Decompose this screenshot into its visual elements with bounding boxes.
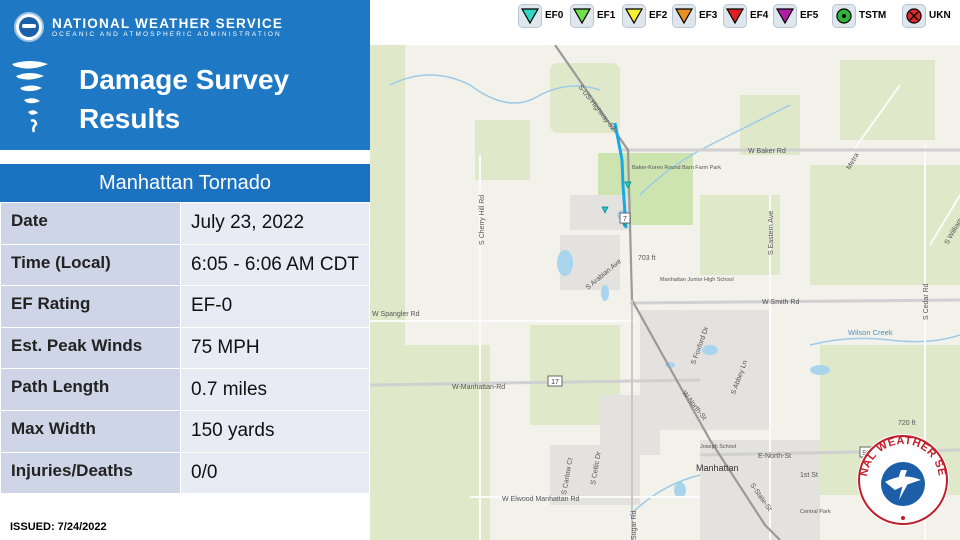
info-row: Time (Local) 6:05 - 6:06 AM CDT (1, 244, 369, 287)
label-sugar-rd: Sugar Rd (631, 510, 638, 540)
info-value: 150 yards (180, 410, 369, 453)
triangle-down-icon (773, 4, 797, 28)
info-value: 75 MPH (180, 327, 369, 370)
triangle-down-icon (723, 4, 747, 28)
tornado-track (613, 122, 628, 229)
label-elev-720: 720 ft (898, 420, 916, 427)
label-smith-rd: W Smith Rd (762, 299, 799, 306)
triangle-down-icon (622, 4, 646, 28)
label-baker-rd: W Baker Rd (748, 148, 786, 155)
event-name: Manhattan Tornado (0, 164, 370, 202)
legend-label: UKN (929, 10, 951, 21)
label-cedar-rd: S Cedar Rd (923, 283, 930, 320)
info-value: 6:05 - 6:06 AM CDT (180, 244, 369, 287)
circle-dot-icon (832, 4, 856, 28)
triangle-down-icon (570, 4, 594, 28)
info-label: Est. Peak Winds (1, 327, 181, 370)
info-label: Time (Local) (1, 244, 181, 287)
info-row: Date July 23, 2022 (1, 203, 369, 245)
info-value: 0.7 miles (180, 368, 369, 411)
info-value: 0/0 (180, 452, 369, 495)
agency-name: NATIONAL WEATHER SERVICE (52, 16, 284, 31)
triangle-down-icon (518, 4, 542, 28)
circle-x-icon (902, 4, 926, 28)
info-row: EF Rating EF-0 (1, 285, 369, 328)
label-north-st: E-North-St (758, 453, 791, 460)
route-17-shield: 17 (547, 375, 563, 387)
label-elev-703: 703 ft (638, 255, 656, 262)
legend-label: EF1 (597, 10, 616, 21)
info-label: Path Length (1, 368, 181, 411)
info-panel: NATIONAL WEATHER SERVICE OCEANIC AND ATM… (0, 0, 370, 540)
legend-label: EF3 (699, 10, 718, 21)
legend-label: EF4 (750, 10, 769, 21)
title-line-1: Damage Survey (79, 64, 290, 95)
label-joseph-school: Joseph School (700, 444, 736, 450)
info-value: EF-0 (180, 285, 369, 328)
label-elwood-rd: W Elwood Manhattan Rd (502, 496, 580, 503)
label-cherry-hill: S Cherry Hill Rd (479, 195, 486, 245)
page-title: Damage Survey Results (79, 60, 289, 138)
legend-label: TSTM (859, 10, 887, 21)
route-7-shield: 7 (619, 212, 631, 224)
title-line-2: Results (79, 103, 181, 134)
residential-areas (550, 195, 820, 540)
info-label: EF Rating (1, 285, 181, 328)
info-row: Path Length 0.7 miles (1, 368, 369, 411)
header-banner: NATIONAL WEATHER SERVICE OCEANIC AND ATM… (0, 0, 370, 150)
info-label: Max Width (1, 410, 181, 453)
nws-seal-icon: NATIONAL WEATHER SERVICE (855, 432, 949, 526)
triangle-down-icon (672, 4, 696, 28)
legend-label: EF2 (649, 10, 668, 21)
info-row: Injuries/Deaths 0/0 (1, 452, 369, 495)
svg-text:17: 17 (551, 379, 559, 386)
info-label: Injuries/Deaths (1, 452, 181, 495)
legend-label: EF0 (545, 10, 564, 21)
info-table: Date July 23, 2022 Time (Local) 6:05 - 6:06… (1, 203, 369, 495)
label-first-st: 1st St (800, 472, 818, 479)
svg-text:7: 7 (623, 216, 627, 223)
noaa-logo-icon (14, 12, 44, 42)
info-label: Date (1, 203, 181, 245)
label-school: Manhattan Junior High School (660, 277, 734, 283)
info-row: Max Width 150 yards (1, 410, 369, 453)
tornado-icon (12, 61, 48, 133)
label-town-manhattan: Manhattan (696, 463, 739, 473)
label-spangler-rd: W Spangler Rd (372, 311, 420, 318)
place-labels: Baker-Koren Round Barn Farm Park Manhatt… (632, 165, 831, 515)
label-eastern-ave: S Eastern Ave (768, 211, 775, 255)
creeks (389, 74, 960, 516)
label-wilson-creek: Wilson Creek (848, 328, 893, 337)
label-manhattan-rd: W-Manhattan-Rd (452, 384, 505, 391)
label-park: Baker-Koren Round Barn Farm Park (632, 165, 721, 171)
label-central-park: Central Park (800, 509, 831, 515)
agency-subtitle: OCEANIC AND ATMOSPHERIC ADMINISTRATION (52, 31, 282, 38)
legend-label: EF5 (800, 10, 819, 21)
issued-date: ISSUED: 7/24/2022 (10, 521, 107, 533)
info-value: July 23, 2022 (180, 203, 369, 245)
info-row: Est. Peak Winds 75 MPH (1, 327, 369, 370)
